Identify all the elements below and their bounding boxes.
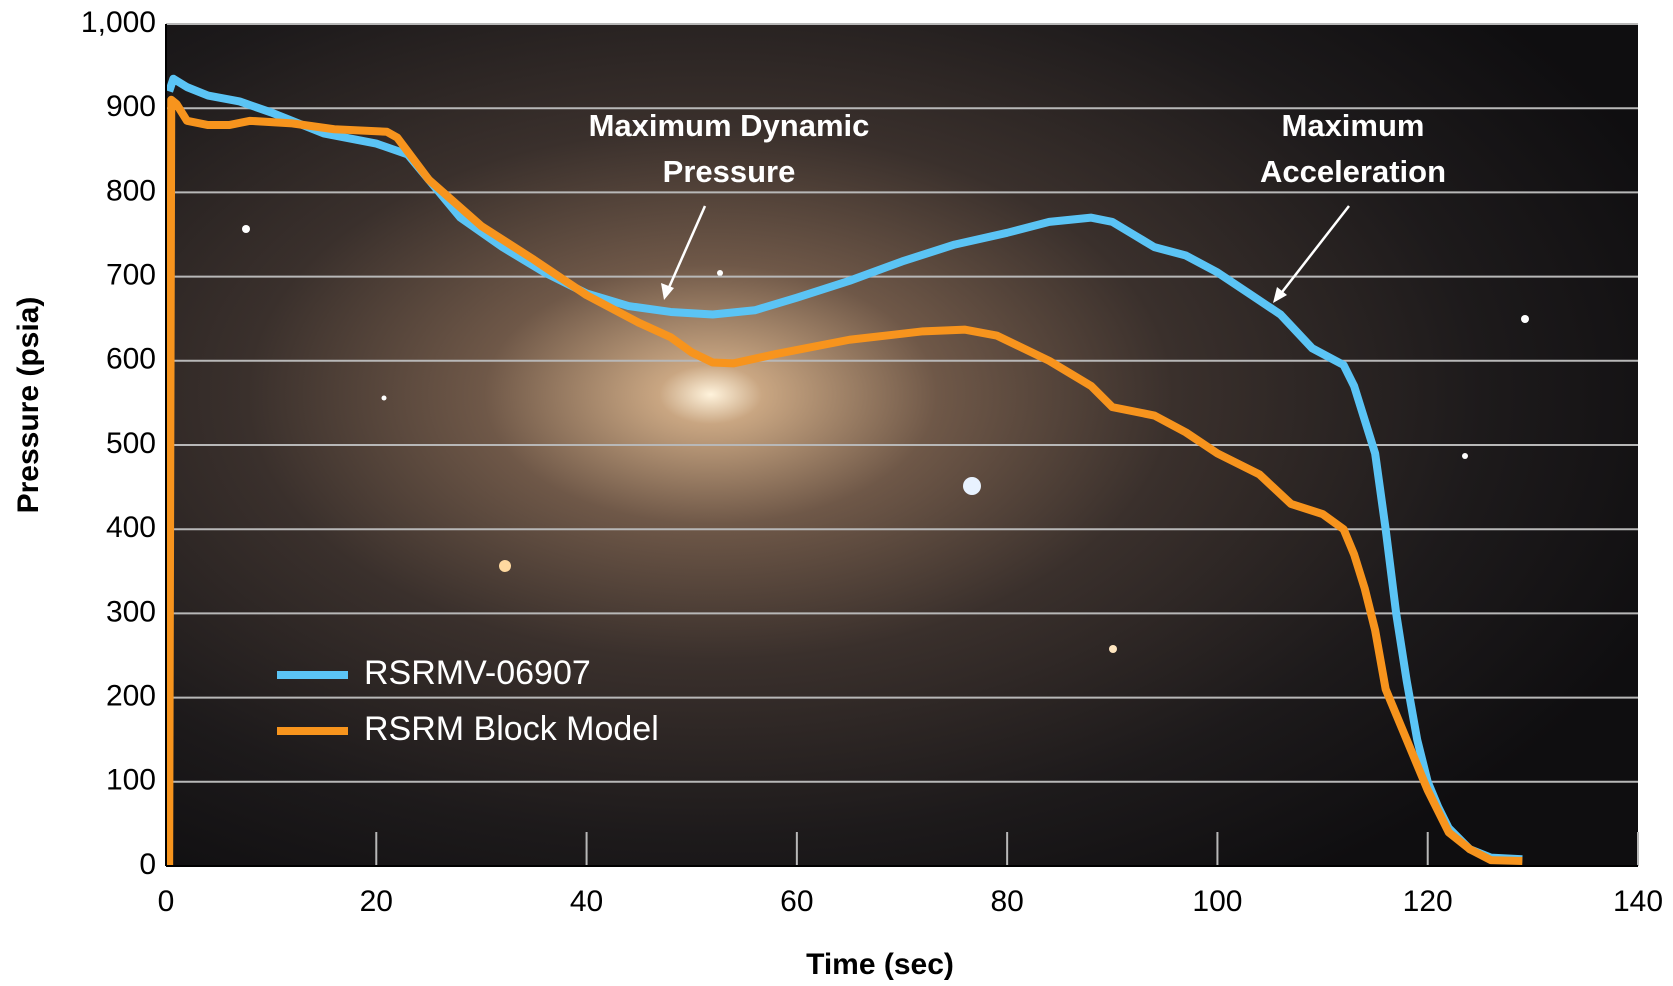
- y-tick-label: 400: [106, 511, 156, 544]
- y-tick-label: 0: [139, 848, 156, 881]
- stars: [242, 225, 1529, 653]
- y-tick-label: 800: [106, 174, 156, 207]
- annotation-arrow: [1278, 205, 1350, 297]
- annotation-arrow: [665, 205, 707, 293]
- y-tick-label: 300: [106, 595, 156, 628]
- annotation: Maximum Dynamic: [589, 108, 870, 143]
- annotation-arrowhead: [661, 283, 674, 300]
- x-tick-label: 20: [360, 885, 393, 918]
- annotation-arrowhead: [1273, 287, 1287, 303]
- series-line: [165, 74, 1523, 864]
- x-tick-label: 120: [1403, 885, 1453, 918]
- annotation: Maximum: [1282, 108, 1425, 143]
- y-tick-label: 100: [106, 764, 156, 797]
- x-tick-label: 100: [1192, 885, 1242, 918]
- y-tick-label: 1,000: [81, 6, 156, 39]
- y-tick-label: 700: [106, 259, 156, 292]
- y-tick-label: 200: [106, 680, 156, 713]
- annotation: Acceleration: [1260, 154, 1446, 189]
- y-axis-label: Pressure (psia): [12, 297, 45, 514]
- legend-label: RSRM Block Model: [364, 710, 659, 748]
- x-tick-label: 0: [158, 885, 175, 918]
- x-axis-label: Time (sec): [806, 948, 954, 981]
- x-tick-label: 140: [1613, 885, 1663, 918]
- series-line: [165, 95, 1523, 867]
- x-tick-label: 80: [990, 885, 1023, 918]
- annotation: Pressure: [663, 154, 796, 189]
- y-tick-label: 600: [106, 343, 156, 376]
- x-tick-label: 60: [780, 885, 813, 918]
- y-tick-label: 900: [106, 90, 156, 123]
- x-tick-label: 40: [570, 885, 603, 918]
- y-tick-label: 500: [106, 427, 156, 460]
- legend-label: RSRMV-06907: [364, 654, 591, 692]
